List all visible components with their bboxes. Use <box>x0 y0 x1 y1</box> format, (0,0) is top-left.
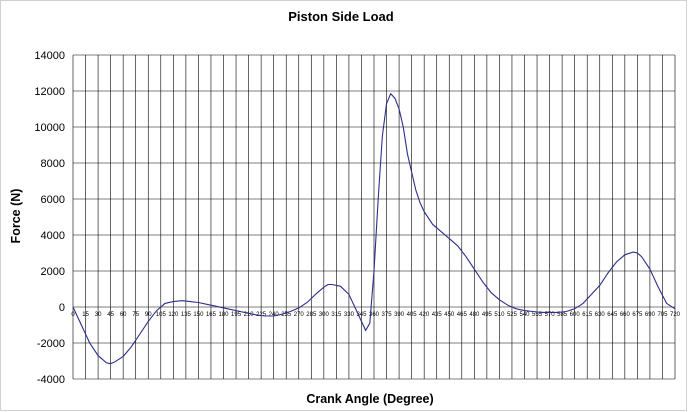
x-tick-label: 540 <box>519 312 530 318</box>
x-tick-label: 45 <box>107 312 114 318</box>
x-tick-label: 690 <box>645 312 656 318</box>
y-tick-label: -4000 <box>37 374 65 386</box>
x-tick-label: 570 <box>545 312 556 318</box>
x-tick-label: 195 <box>231 312 242 318</box>
x-tick-label: 300 <box>319 312 330 318</box>
x-tick-label: 270 <box>294 312 305 318</box>
x-tick-label: 660 <box>620 312 631 318</box>
x-tick-label: 705 <box>657 312 668 318</box>
x-tick-label: 510 <box>494 312 505 318</box>
series-layer <box>72 92 676 365</box>
x-tick-label: 390 <box>394 312 405 318</box>
x-tick-label: 375 <box>382 312 393 318</box>
x-tick-label: 60 <box>120 312 127 318</box>
y-tick-label: 6000 <box>41 194 65 206</box>
x-tick-label: 30 <box>95 312 102 318</box>
x-tick-label: 315 <box>331 312 342 318</box>
x-tick-label: 345 <box>356 312 367 318</box>
x-tick-label: 675 <box>632 312 643 318</box>
x-tick-label: 0 <box>71 312 75 318</box>
x-tick-label: 135 <box>181 312 192 318</box>
x-tick-label: 225 <box>256 312 267 318</box>
x-tick-label: 585 <box>557 312 568 318</box>
x-tick-label: 165 <box>206 312 217 318</box>
x-tick-label: 480 <box>469 312 480 318</box>
x-tick-label: 435 <box>432 312 443 318</box>
x-tick-label: 525 <box>507 312 518 318</box>
x-tick-label: 210 <box>244 312 255 318</box>
x-tick-label: 630 <box>595 312 606 318</box>
x-tick-label: 180 <box>218 312 229 318</box>
x-tick-label: 615 <box>582 312 593 318</box>
x-tick-label: 90 <box>145 312 152 318</box>
x-tick-label: 75 <box>132 312 139 318</box>
series-line-0 <box>72 92 676 365</box>
y-tick-label: 14000 <box>34 50 65 62</box>
x-tick-label: 105 <box>156 312 167 318</box>
x-tick-label: 720 <box>670 312 681 318</box>
y-tick-label: 10000 <box>34 122 65 134</box>
x-tick-label: 555 <box>532 312 543 318</box>
x-tick-label: 465 <box>457 312 468 318</box>
x-tick-label: 15 <box>82 312 89 318</box>
x-tick-label: 120 <box>168 312 179 318</box>
x-tick-label: 420 <box>419 312 430 318</box>
y-tick-label: 12000 <box>34 86 65 98</box>
x-tick-label: 150 <box>193 312 204 318</box>
y-axis-title: Force (N) <box>9 189 23 244</box>
x-tick-label: 360 <box>369 312 380 318</box>
y-tick-label: 8000 <box>41 158 65 170</box>
x-tick-label: 405 <box>407 312 418 318</box>
y-tick-label: -2000 <box>37 338 65 350</box>
gridlines <box>72 54 676 380</box>
y-tick-label: 4000 <box>41 230 65 242</box>
x-axis-title: Crank Angle (Degree) <box>306 392 433 406</box>
x-tick-label: 330 <box>344 312 355 318</box>
x-tick-label: 645 <box>607 312 618 318</box>
x-tick-label: 495 <box>482 312 493 318</box>
y-tick-label: 0 <box>59 302 65 314</box>
x-tick-label: 450 <box>444 312 455 318</box>
x-tick-label: 600 <box>570 312 581 318</box>
x-tick-label: 285 <box>306 312 317 318</box>
y-tick-label: 2000 <box>41 266 65 278</box>
x-tick-label: 240 <box>269 312 280 318</box>
chart-title: Piston Side Load <box>288 9 394 24</box>
y-tick-labels: -4000 -2000 0 2000 4000 6000 8000 10000 12000 140… <box>34 50 65 386</box>
x-tick-label: 255 <box>281 312 292 318</box>
x-tick-labels: 0 15 30 45 60 75 90 105 120 135 150 165 180 195 210 225… <box>71 312 680 318</box>
